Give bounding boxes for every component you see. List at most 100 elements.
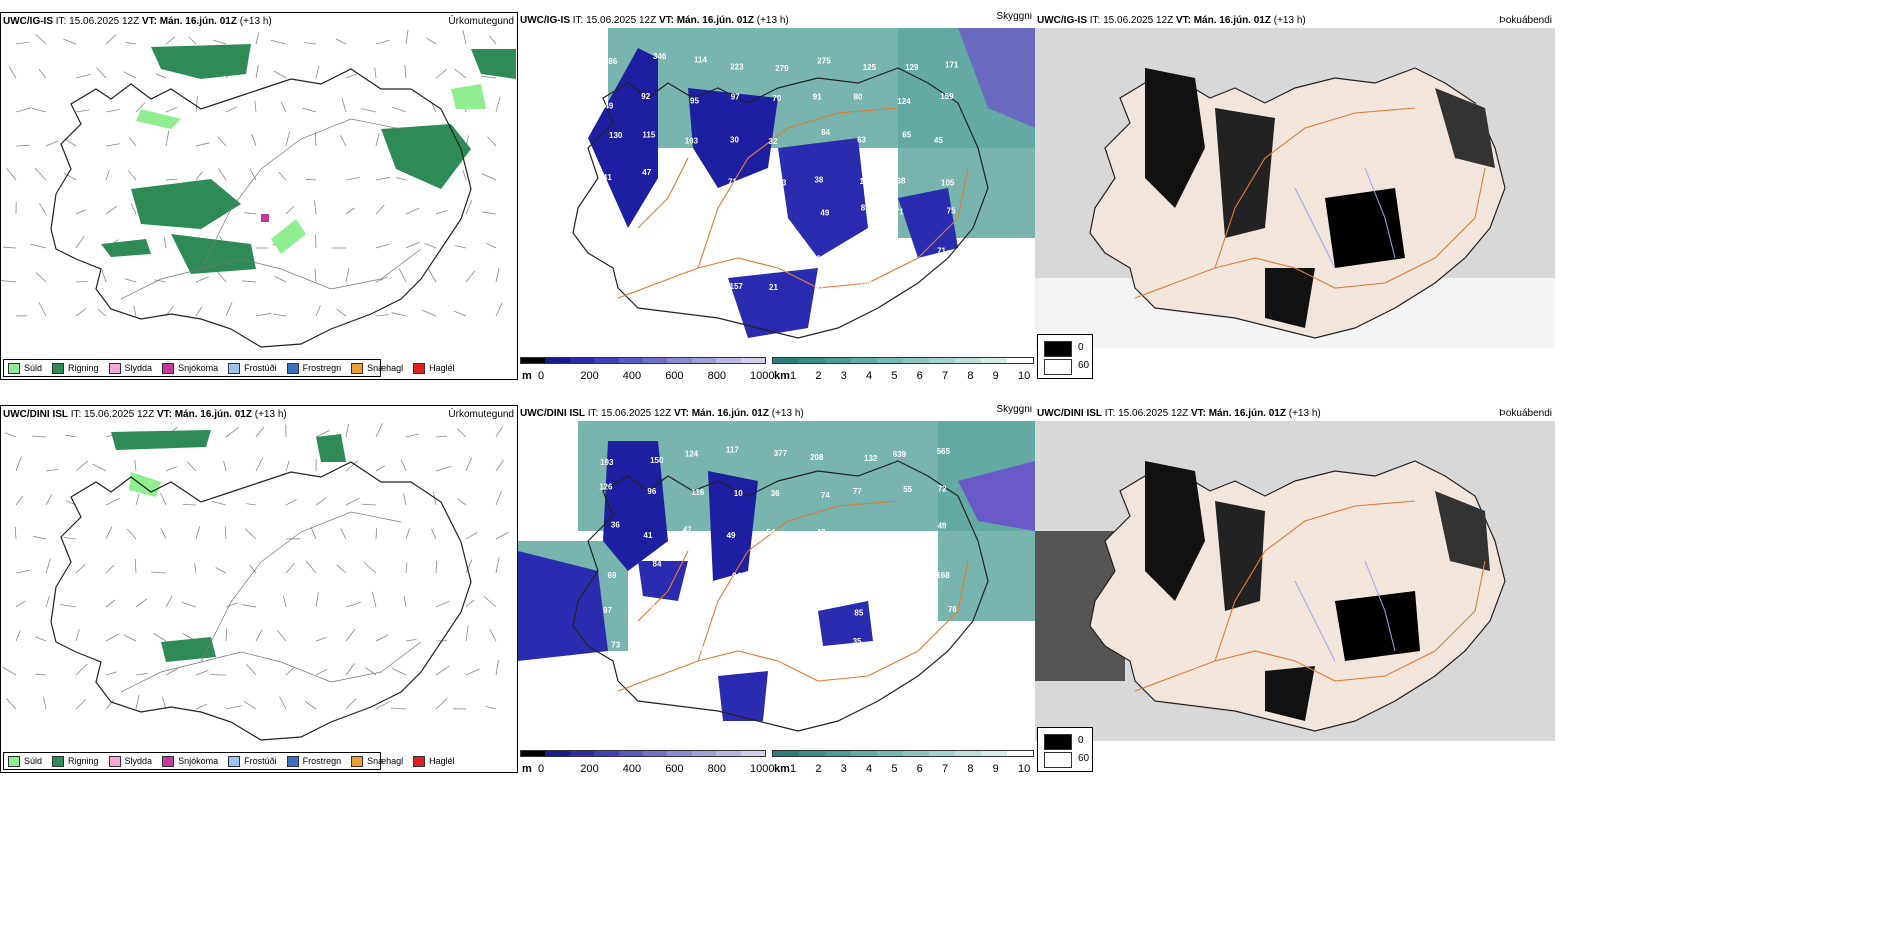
colorbar-segment [643,751,668,756]
colorbar-segment [618,751,644,756]
ceiling-value-label: 15 [810,646,819,655]
model-name: UWC/IG-IS [1037,15,1087,26]
wind-barb [1,280,17,283]
wind-barb [45,140,59,147]
wind-barb [15,570,31,574]
wind-barb [155,73,167,79]
ceiling-value-label: 166 [771,205,785,214]
ceiling-value-label: 377 [774,449,788,458]
ceiling-value-label: 639 [893,450,907,459]
legend-label: Slydda [124,363,153,373]
wind-barb [304,700,317,710]
ceiling-value-label: 67 [815,284,824,293]
colorbar-tick-label: 4 [866,763,873,773]
colorbar-tick-label: 1000 [750,763,775,773]
wind-barb [217,271,227,283]
wind-barb [8,66,17,79]
legend-item: Súld [8,362,42,374]
wind-barb [285,562,295,574]
legend-item: Snæhagl [351,362,403,374]
fog-low-label: 0 [1078,342,1084,353]
wind-barb [375,700,390,710]
ceiling-value-label: 71 [728,177,737,186]
wind-barb [75,563,86,574]
ceiling-value-label: 159 [940,92,954,101]
ceiling-value-label: 73 [611,640,620,649]
wind-barb [224,526,227,540]
wind-barb [375,423,383,438]
wind-barb [345,601,362,608]
ceiling-value-label: 114 [694,55,707,64]
wind-barb [465,532,478,540]
roads [120,511,422,693]
legend-label: Slydda [124,756,153,766]
legend-swatch [228,362,241,374]
visibility-unit: km [774,370,790,380]
fog-swatch-high [1044,359,1072,375]
valid-time: Mán. 16.jún. 01Z [673,15,754,26]
roads [120,118,422,300]
ceiling-value-label: 101 [653,641,667,650]
colorbar-tick-label: 5 [891,763,898,773]
wind-barb [435,665,450,676]
ceiling-value-label: 35 [853,637,862,646]
colorbar-tick-label: 9 [992,370,999,380]
colorbar-tick-label: 200 [580,370,599,380]
ceiling-colorbar: m 0 200 400 600 800 1000 [520,750,774,773]
ceiling-visibility-map: 193 150 124 117 377 208 132 639 565 126 96 116 10 36 7… [518,421,1035,732]
ceiling-colorbar: m 0 200 400 600 800 1000 [520,357,774,380]
ceiling-value-label: 84 [821,128,830,137]
valid-time: Mán. 16.jún. 01Z [171,409,252,420]
ceiling-value-label: 84 [653,560,662,569]
wind-barb [403,595,407,608]
wind-barb [255,629,263,642]
wind-barb [278,171,287,181]
wind-barb [457,498,467,506]
wind-barb [398,268,407,283]
wind-barb [45,494,53,506]
ceiling-value-label: 93 [775,565,784,574]
wind-barb [92,463,107,472]
wind-barb [181,602,197,608]
wind-barb [217,136,227,147]
wind-barb [105,109,120,113]
fog-high-label: 60 [1078,360,1090,371]
colorbar-tick-label: 400 [622,370,642,380]
wind-barb [285,131,290,147]
wind-barb [60,604,77,608]
wind-barb [35,636,47,642]
wind-barb [15,107,32,113]
wind-barb [2,667,17,676]
ceiling-value-label: 80 [854,93,863,102]
wind-barb [462,170,467,181]
legend-swatch [162,362,175,374]
wind-barb [126,528,137,540]
ceiling-value-label: 116 [691,488,704,497]
legend-label: Frostúði [244,363,277,373]
ceiling-value-label: 117 [726,446,739,455]
colorbar-tick-label: 6 [916,763,923,773]
wind-barb [225,302,233,317]
wind-barb [456,428,467,438]
wind-barb [391,668,407,676]
wind-barb [310,526,317,540]
panel-title: Skyggni [996,12,1032,22]
legend-swatch [108,755,121,767]
wind-barb [391,707,407,710]
ceiling-value-label: 130 [609,131,623,140]
colorbar-tick-label: 1000 [750,370,775,380]
colorbar-segment [569,358,595,363]
legend-item: Slydda [108,755,153,767]
model-name: UWC/DINI ISL [520,408,585,419]
wind-barb [246,664,257,676]
wind-barb [435,435,448,438]
wind-barb [395,177,407,181]
wind-barb [15,456,22,472]
wind-barb [391,312,407,317]
wind-barb [483,596,497,608]
wind-barb [375,176,391,181]
wind-barb [105,497,120,506]
visibility-colorbar: km 1 2 3 4 5 6 7 8 9 10 [772,750,1034,773]
ceiling-value-label: 74 [821,491,830,500]
wind-barb [392,106,407,113]
